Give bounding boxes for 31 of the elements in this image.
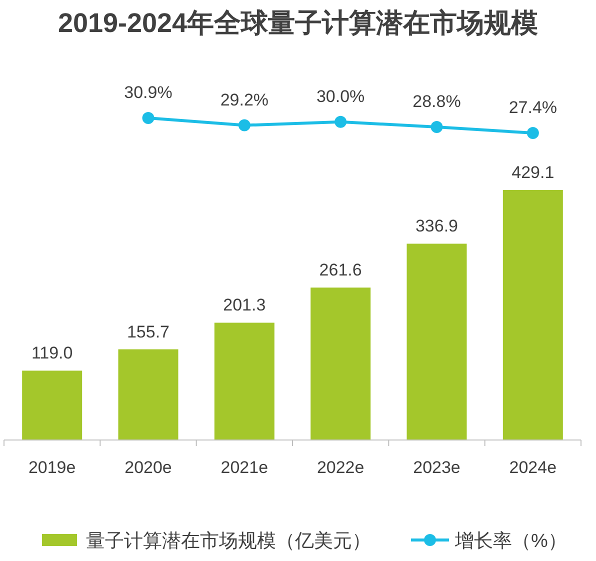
x-tick-label: 2021e <box>220 458 268 477</box>
data-label: 30.9% <box>124 83 172 102</box>
data-label: 27.4% <box>508 98 558 117</box>
point <box>430 121 443 133</box>
bar <box>22 370 82 440</box>
data-label: 30.0% <box>316 86 365 106</box>
data-label: 201.3 <box>223 296 266 315</box>
legend-label: 量子计算潜在市场规模（亿美元） <box>86 530 371 552</box>
point <box>334 116 347 128</box>
bar <box>406 244 467 440</box>
x-tick-label: 2023e <box>413 458 460 477</box>
bar <box>502 190 563 440</box>
point <box>526 127 539 139</box>
point <box>238 119 250 132</box>
data-label: 28.8% <box>412 92 461 111</box>
bar <box>118 349 178 440</box>
data-label: 261.6 <box>319 260 362 280</box>
x-tick-label: 2022e <box>316 458 364 477</box>
x-tick-label: 2020e <box>124 458 172 477</box>
x-tick-label: 2019e <box>28 458 76 477</box>
bar <box>214 322 274 440</box>
data-label: 336.9 <box>415 216 458 236</box>
chart-title: 2019-2024年全球量子计算潜在市场规模 <box>58 8 538 38</box>
bar <box>310 288 371 440</box>
x-tick-label: 2024e <box>509 458 557 477</box>
legend-label: 增长率（%） <box>454 530 567 552</box>
point <box>142 112 154 124</box>
data-label: 429.1 <box>512 163 554 182</box>
data-label: 29.2% <box>220 90 269 110</box>
data-label: 155.7 <box>126 322 170 342</box>
data-label: 119.0 <box>31 344 73 363</box>
